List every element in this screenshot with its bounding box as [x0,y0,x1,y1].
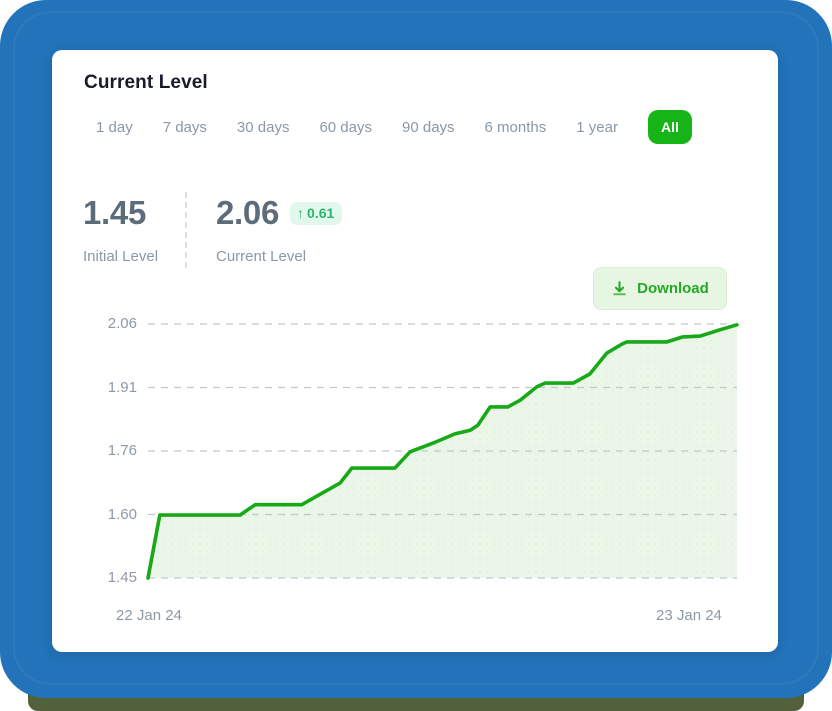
current-level-stat: 2.06 ↑ 0.61 Current Level [187,192,343,268]
time-range-tabs: 1 day 7 days 30 days 60 days 90 days 6 months… [96,109,692,145]
tab-60-days[interactable]: 60 days [319,118,372,136]
tab-1-year[interactable]: 1 year [576,118,618,136]
tab-90-days[interactable]: 90 days [402,118,455,136]
change-value: 0.61 [307,204,335,221]
arrow-up-icon: ↑ [297,204,305,221]
y-tick-label: 2.06 [107,315,137,332]
download-label: Download [637,280,709,297]
y-tick-label: 1.91 [107,378,137,396]
current-level-value: 2.06 [216,194,280,231]
level-chart: 2.06 1.91 1.76 1.60 1.45 [52,315,778,586]
tab-30-days[interactable]: 30 days [236,118,290,136]
tab-7-days[interactable]: 7 days [162,118,207,136]
current-level-label: Current Level [216,248,307,265]
stats-divider [185,192,187,268]
initial-level-stat: 1.45 Initial Level [83,192,185,268]
download-button[interactable]: Download [593,267,727,310]
level-stats: 1.45 Initial Level 2.06 ↑ 0.61 Current L… [83,192,343,268]
tab-all[interactable]: All [647,110,692,144]
chart-plot-svg [146,323,739,580]
initial-level-label: Initial Level [83,248,159,265]
tab-6-months[interactable]: 6 months [484,118,547,136]
download-icon [613,281,626,296]
current-level-card: Current Level 1 day 7 days 30 days 60 days 9… [52,50,778,652]
initial-level-value: 1.45 [83,194,147,231]
y-tick-label: 1.76 [107,442,137,459]
chart-plot-area [146,323,739,580]
y-tick-label: 1.60 [107,505,137,523]
tab-1-day[interactable]: 1 day [96,118,133,136]
x-axis-label-end: 23 Jan 24 [656,607,722,624]
x-axis-label-start: 22 Jan 24 [116,607,182,624]
chart-series-line [146,323,739,580]
y-tick-label: 1.45 [107,569,137,586]
change-badge: ↑ 0.61 [290,201,343,225]
page-title: Current Level [84,72,208,93]
